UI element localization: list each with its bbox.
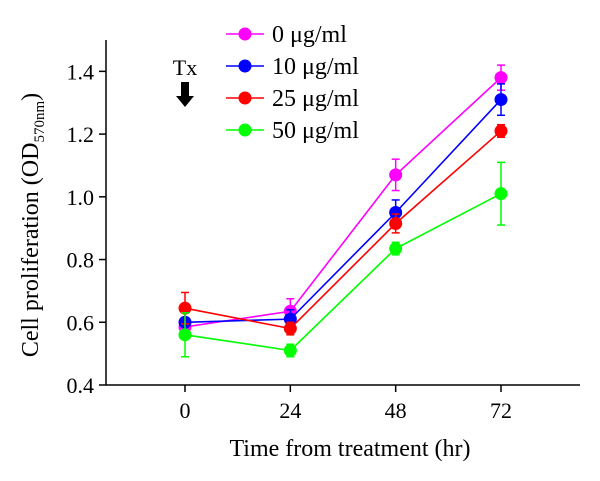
y-tick-label: 1.2 — [67, 122, 95, 147]
legend-swatch-marker — [238, 123, 252, 137]
y-tick-label: 0.6 — [67, 310, 95, 335]
legend: 0 μg/ml 10 μg/ml 25 μg/ml 50 μg/ml — [226, 22, 359, 144]
y-axis-title-close: ) — [18, 93, 44, 101]
legend-swatch-marker — [238, 91, 252, 105]
data-point — [389, 168, 403, 182]
y-axis-title-main: Cell proliferation (OD — [18, 143, 44, 358]
legend-item: 0 μg/ml — [226, 22, 347, 48]
y-axis-title-subscript: 570nm — [32, 101, 48, 143]
legend-label: 10 μg/ml — [272, 54, 359, 80]
data-point — [494, 124, 508, 138]
tx-annotation-label: Tx — [173, 55, 197, 80]
data-point — [283, 322, 297, 336]
legend-label: 0 μg/ml — [272, 22, 347, 48]
y-ticks: 0.4 0.6 0.8 1.0 1.2 1.4 — [67, 59, 106, 398]
data-point — [389, 242, 403, 256]
data-point — [389, 206, 403, 219]
y-tick-label: 0.8 — [67, 248, 95, 273]
series-line — [184, 99, 502, 324]
data-point — [389, 216, 403, 230]
series-25-g-ml — [178, 123, 508, 336]
series-50-g-ml — [178, 161, 508, 358]
series-line — [184, 192, 502, 352]
tx-arrow-icon — [176, 82, 194, 107]
data-point — [178, 328, 192, 342]
tx-annotation: Tx — [173, 55, 197, 107]
legend-swatch-marker — [238, 59, 252, 73]
x-ticks: 0 24 48 72 — [180, 385, 512, 423]
x-tick-label: 24 — [279, 398, 301, 423]
x-tick-label: 48 — [385, 398, 407, 423]
series-line — [184, 77, 502, 328]
series-layer — [178, 64, 508, 358]
legend-item: 25 μg/ml — [226, 86, 359, 112]
data-point — [178, 301, 192, 315]
data-point — [494, 71, 508, 85]
y-tick-label: 1.0 — [67, 185, 95, 210]
y-tick-label: 1.4 — [67, 59, 95, 84]
x-axis-title: Time from treatment (hr) — [229, 436, 470, 462]
x-tick-label: 0 — [180, 398, 191, 423]
y-tick-label: 0.4 — [67, 373, 95, 398]
axes: 0.4 0.6 0.8 1.0 1.2 1.4 0 24 48 72 — [67, 40, 580, 423]
legend-item: 10 μg/ml — [226, 54, 359, 80]
data-point — [494, 187, 508, 201]
legend-item: 50 μg/ml — [226, 118, 359, 144]
y-axis-title: Cell proliferation (OD570nm) — [18, 93, 48, 357]
legend-swatch-marker — [238, 27, 252, 41]
x-tick-label: 72 — [490, 398, 512, 423]
series-line — [184, 130, 502, 330]
legend-label: 50 μg/ml — [272, 118, 359, 144]
legend-label: 25 μg/ml — [272, 86, 359, 112]
data-point — [494, 93, 508, 107]
data-point — [283, 344, 297, 357]
